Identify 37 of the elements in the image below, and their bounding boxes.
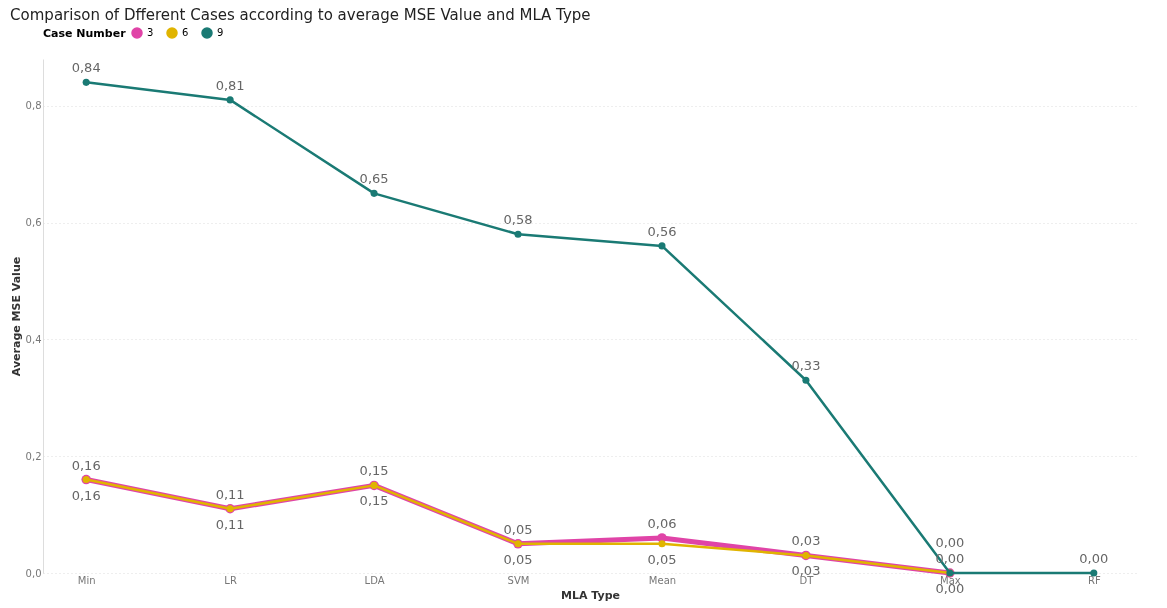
data-label: 0,84: [71, 60, 101, 76]
data-label: 0,03: [791, 533, 821, 549]
data-label: 0,15: [359, 463, 389, 479]
data-label: 0,58: [503, 212, 533, 228]
x-tick-label: Mean: [648, 574, 677, 586]
data-label: 0,00: [1079, 551, 1109, 566]
legend-label: 9: [217, 27, 224, 38]
data-label: 0,00: [935, 535, 965, 550]
data-label: 0,33: [791, 358, 821, 374]
x-axis-title: MLA Type: [560, 588, 621, 602]
data-label: 0,56: [647, 223, 677, 239]
y-tick-label: 0,2: [25, 450, 42, 462]
data-label: 0,16: [71, 457, 101, 473]
y-tick-label: 0,6: [25, 217, 42, 229]
x-tick-label: LR: [224, 574, 237, 586]
data-label: 0,05: [503, 551, 533, 567]
data-label: 0,11: [215, 486, 245, 502]
x-tick-label: Min: [77, 574, 96, 586]
data-label: 0,06: [647, 515, 677, 531]
x-tick-label: RF: [1087, 574, 1101, 586]
data-label: 0,05: [647, 551, 677, 567]
y-tick-label: 0,8: [25, 100, 42, 112]
legend-title: Case Number: [43, 27, 127, 40]
legend-label: 3: [147, 27, 154, 38]
data-label: 0,11: [215, 516, 245, 532]
chart-title: Comparison of Dfferent Cases according to average MSE Value and MLA Type: [10, 6, 591, 24]
y-axis-title: Average MSE Value: [9, 256, 23, 377]
data-label: 0,65: [359, 171, 389, 187]
x-tick-label: LDA: [364, 574, 385, 586]
y-tick-label: 0,4: [25, 333, 42, 345]
data-label: 0,16: [71, 487, 101, 503]
data-label: 0,81: [215, 77, 245, 93]
legend-label: 6: [182, 27, 189, 38]
x-tick-label: SVM: [507, 574, 530, 586]
data-label: 0,05: [503, 521, 533, 537]
data-label: 0,15: [359, 493, 389, 509]
y-tick-label: 0,0: [25, 567, 42, 579]
